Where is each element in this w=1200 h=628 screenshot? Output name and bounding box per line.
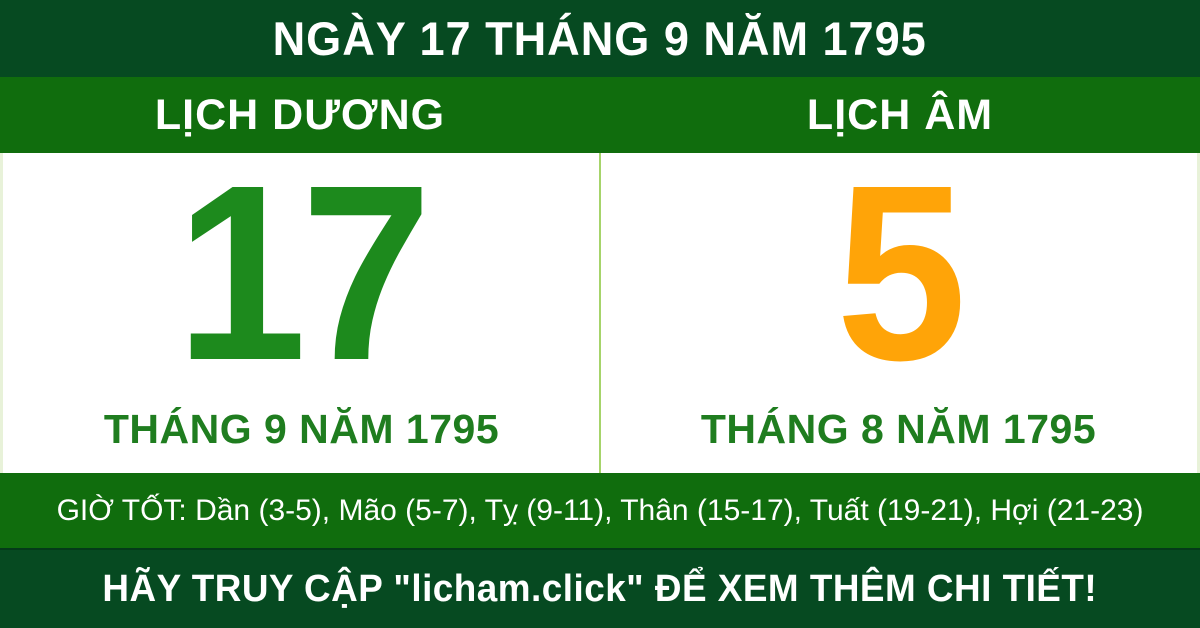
- lunar-month-year: THÁNG 8 NĂM 1795: [700, 405, 1097, 452]
- vertical-divider: [599, 153, 601, 473]
- solar-month-year: THÁNG 9 NĂM 1795: [103, 405, 500, 452]
- calendar-panels: 17 THÁNG 9 NĂM 1795 5 THÁNG 8 NĂM 1795: [0, 133, 1200, 473]
- solar-day-number: 17: [176, 133, 432, 412]
- good-hours-text: GIỜ TỐT: Dần (3-5), Mão (5-7), Tỵ (9-11)…: [56, 493, 1144, 527]
- good-hours-bar: GIỜ TỐT: Dần (3-5), Mão (5-7), Tỵ (9-11)…: [0, 473, 1200, 548]
- footer-cta-bar: HÃY TRUY CẬP "licham.click" ĐỂ XEM THÊM …: [0, 548, 1200, 628]
- solar-panel: 17 THÁNG 9 NĂM 1795: [3, 133, 600, 473]
- lunar-panel: 5 THÁNG 8 NĂM 1795: [600, 133, 1197, 473]
- page-title: NGÀY 17 THÁNG 9 NĂM 1795: [272, 12, 928, 65]
- footer-cta-text: HÃY TRUY CẬP "licham.click" ĐỂ XEM THÊM …: [102, 567, 1098, 610]
- lunar-day-number: 5: [835, 133, 967, 412]
- calendar-type-bar: LỊCH DƯƠNG LỊCH ÂM: [0, 77, 1200, 153]
- header-date-bar: NGÀY 17 THÁNG 9 NĂM 1795: [0, 0, 1200, 77]
- lunar-calendar-label: LỊCH ÂM: [806, 90, 994, 139]
- solar-calendar-label: LỊCH DƯƠNG: [154, 90, 446, 139]
